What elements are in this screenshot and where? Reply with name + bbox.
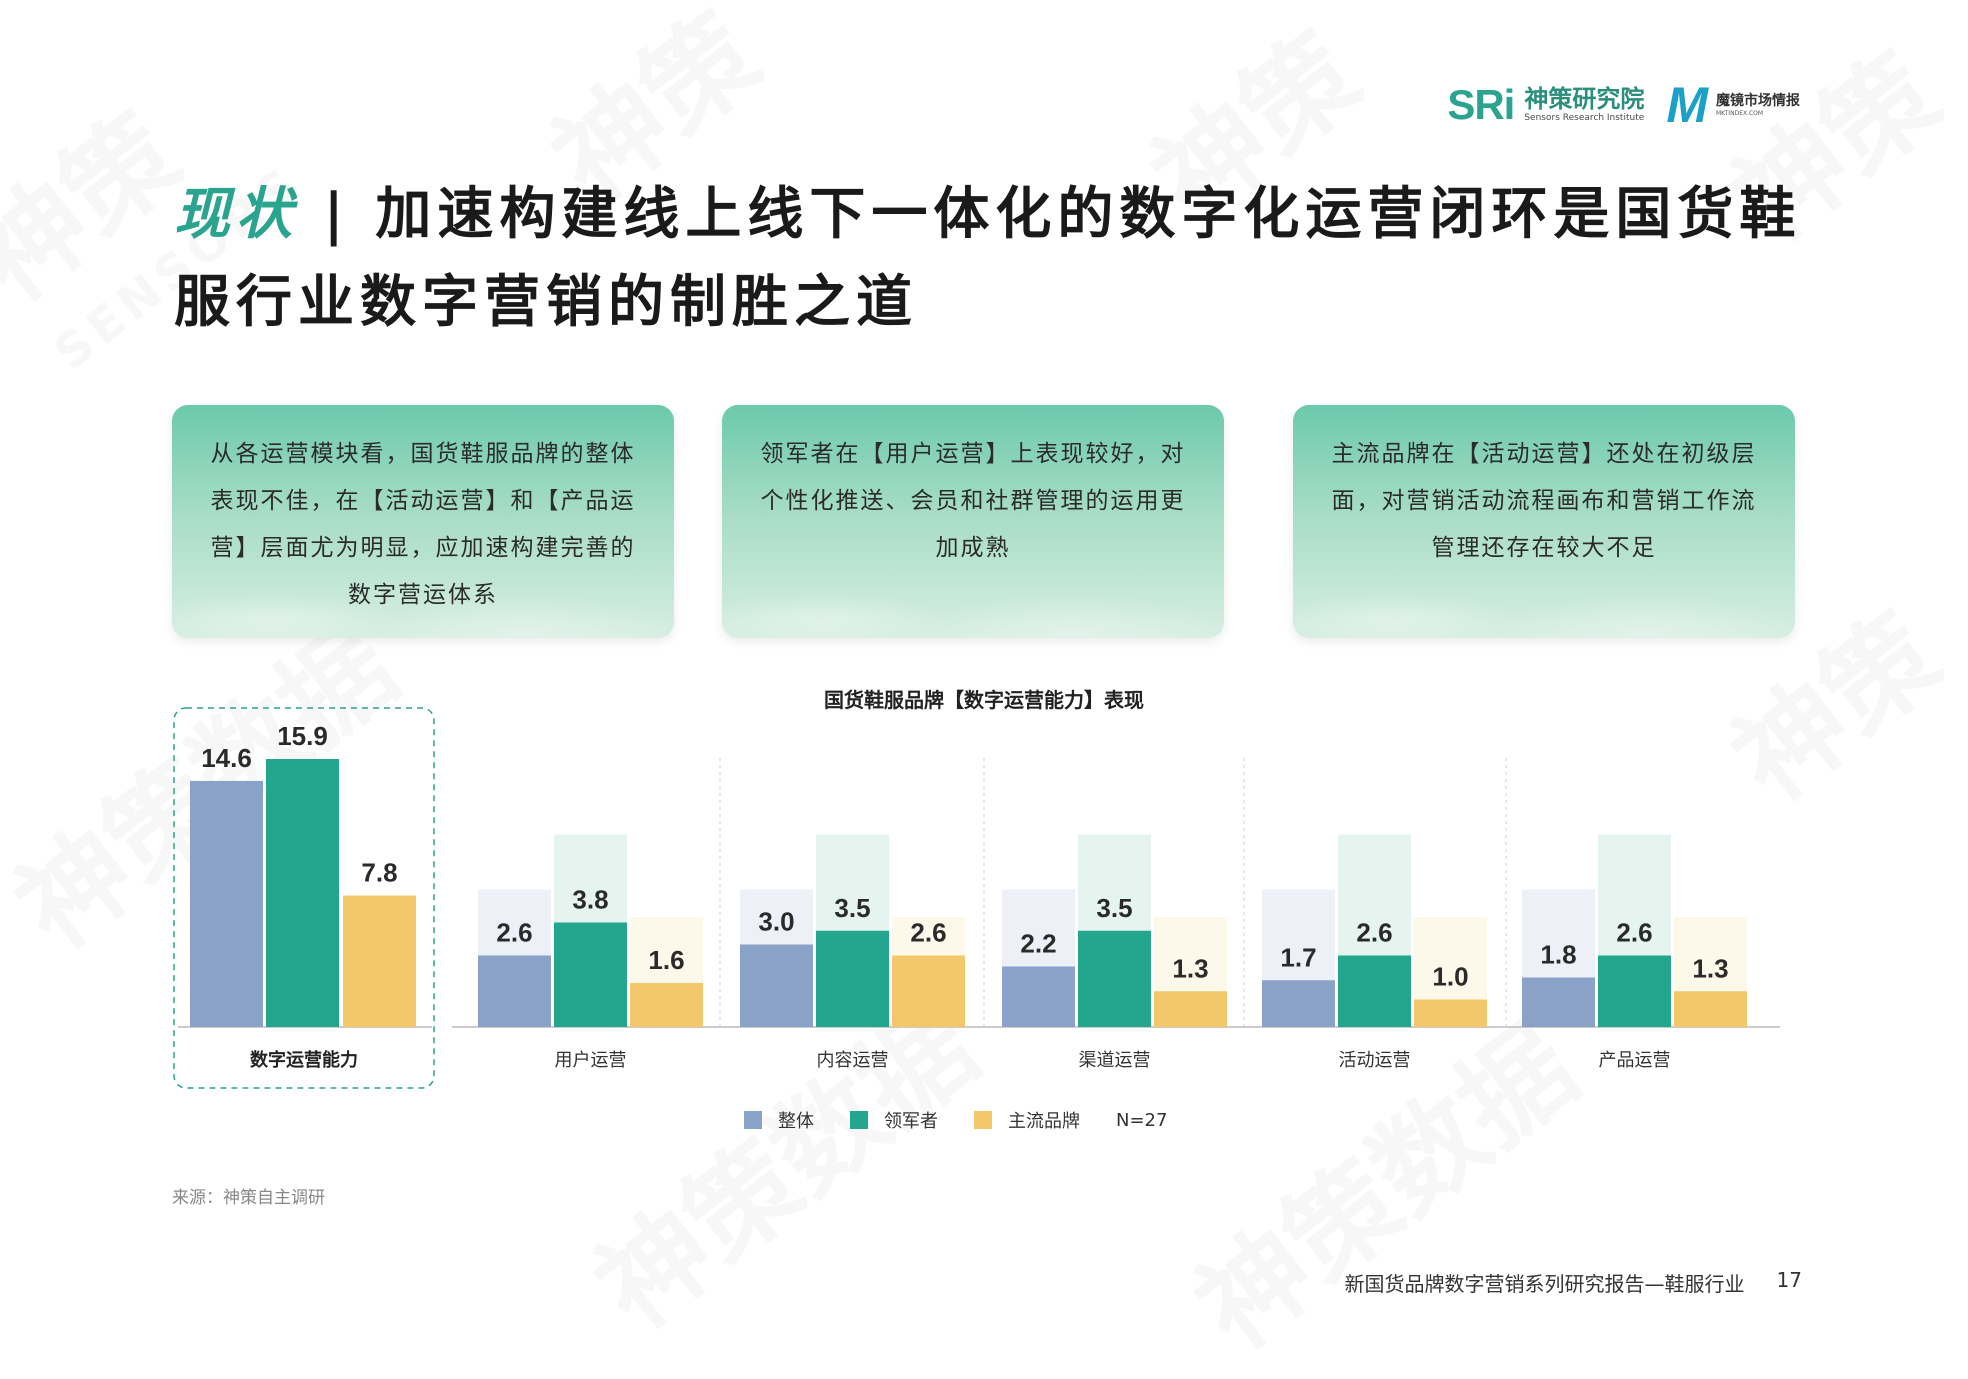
legend-label: 整体 bbox=[778, 1111, 814, 1132]
bar-value-label: 1.6 bbox=[648, 945, 684, 975]
page-title-accent: 现状 bbox=[174, 181, 298, 247]
bar-mainstream bbox=[892, 955, 965, 1027]
bar-overall bbox=[478, 955, 551, 1027]
summary-card-mainstream: 主流品牌在【活动运营】还处在初级层面，对营销活动流程画布和营销工作流管理还存在较… bbox=[1293, 405, 1795, 638]
bar-overall bbox=[1522, 977, 1595, 1027]
bar-value-label: 2.6 bbox=[1356, 918, 1392, 948]
category-label: 产品运营 bbox=[1599, 1050, 1671, 1071]
bar-overall bbox=[1262, 980, 1335, 1027]
page-title-separator: | bbox=[323, 181, 350, 247]
bar-leaders bbox=[554, 922, 627, 1027]
summary-card-overall: 从各运营模块看，国货鞋服品牌的整体表现不佳，在【活动运营】和【产品运营】层面尤为… bbox=[172, 405, 674, 638]
page-footer: 新国货品牌数字营销系列研究报告—鞋服行业 17 bbox=[1345, 1268, 1802, 1297]
footer-report-title: 新国货品牌数字营销系列研究报告—鞋服行业 bbox=[1344, 1272, 1745, 1296]
bar-value-label: 2.6 bbox=[1616, 918, 1652, 948]
mktindex-logo: M 魔镜市场情报 MKTINDEX.COM bbox=[1666, 80, 1800, 130]
sri-logo-name: 神策研究院 bbox=[1524, 85, 1645, 113]
mktindex-logo-url: MKTINDEX.COM bbox=[1716, 109, 1764, 117]
chart-legend: 整体 领军者 主流品牌 N=27 bbox=[744, 1107, 1167, 1133]
bar-leaders bbox=[1598, 955, 1671, 1027]
header-logos: SRi 神策研究院 Sensors Research Institute M 魔… bbox=[1447, 80, 1800, 130]
bar-mainstream bbox=[1154, 991, 1227, 1027]
legend-swatch-mainstream bbox=[974, 1111, 992, 1129]
bar-overall bbox=[1002, 966, 1075, 1027]
bar-value-label: 1.0 bbox=[1432, 962, 1468, 992]
bar-leaders bbox=[816, 930, 889, 1027]
mktindex-logo-mark: M bbox=[1666, 77, 1708, 133]
bar-leaders bbox=[1078, 930, 1151, 1027]
summary-card-text: 主流品牌在【活动运营】还处在初级层面，对营销活动流程画布和营销工作流管理还存在较… bbox=[1331, 441, 1757, 561]
bar-value-label: 2.6 bbox=[910, 918, 946, 948]
chart-title: 国货鞋服品牌【数字运营能力】表现 bbox=[824, 688, 1144, 712]
bar-value-label: 3.5 bbox=[834, 893, 870, 923]
bar-overall bbox=[740, 944, 813, 1027]
bar-mainstream-main bbox=[343, 895, 416, 1027]
bar-value-label: 15.9 bbox=[277, 721, 328, 751]
sri-logo: SRi 神策研究院 Sensors Research Institute bbox=[1447, 81, 1644, 129]
legend-item-overall: 整体 bbox=[744, 1107, 814, 1133]
highlight-box bbox=[173, 707, 435, 1089]
bar-value-label: 3.8 bbox=[572, 885, 608, 915]
summary-card-text: 领军者在【用户运营】上表现较好，对个性化推送、会员和社群管理的运用更加成熟 bbox=[760, 441, 1186, 561]
legend-swatch-overall bbox=[744, 1111, 762, 1129]
page-title-text: 加速构建线上线下一体化的数字化运营闭环是国货鞋服行业数字营销的制胜之道 bbox=[174, 181, 1802, 335]
bar-value-label: 1.3 bbox=[1172, 953, 1208, 983]
category-label: 活动运营 bbox=[1339, 1050, 1411, 1071]
legend-label: 领军者 bbox=[884, 1111, 938, 1132]
sri-logo-mark: SRi bbox=[1447, 81, 1515, 128]
bar-value-label: 1.7 bbox=[1280, 942, 1316, 972]
bar-mainstream bbox=[1674, 991, 1747, 1027]
bar-value-label: 1.3 bbox=[1692, 953, 1728, 983]
summary-card-leaders: 领军者在【用户运营】上表现较好，对个性化推送、会员和社群管理的运用更加成熟 bbox=[722, 405, 1224, 638]
page-title: 现状 | 加速构建线上线下一体化的数字化运营闭环是国货鞋服行业数字营销的制胜之道 bbox=[174, 170, 1814, 346]
category-label: 用户运营 bbox=[555, 1050, 627, 1071]
category-label: 内容运营 bbox=[817, 1050, 889, 1071]
bar-leaders-main bbox=[266, 759, 339, 1027]
source-note: 来源：神策自主调研 bbox=[172, 1188, 325, 1208]
bar-overall-main bbox=[190, 780, 263, 1027]
bar-value-label: 14.6 bbox=[201, 743, 252, 773]
legend-item-leaders: 领军者 bbox=[850, 1107, 938, 1133]
summary-card-text: 从各运营模块看，国货鞋服品牌的整体表现不佳，在【活动运营】和【产品运营】层面尤为… bbox=[210, 441, 636, 608]
bar-mainstream bbox=[630, 983, 703, 1027]
category-label: 数字运营能力 bbox=[250, 1049, 358, 1071]
bar-value-label: 2.6 bbox=[496, 918, 532, 948]
bar-value-label: 3.0 bbox=[758, 907, 794, 937]
bar-leaders bbox=[1338, 955, 1411, 1027]
legend-label: 主流品牌 bbox=[1008, 1111, 1080, 1132]
bar-value-label: 2.2 bbox=[1020, 929, 1056, 959]
category-label: 渠道运营 bbox=[1079, 1050, 1151, 1071]
bar-value-label: 7.8 bbox=[361, 858, 397, 888]
bar-mainstream bbox=[1414, 999, 1487, 1027]
page-number: 17 bbox=[1776, 1268, 1802, 1292]
bar-value-label: 3.5 bbox=[1096, 893, 1132, 923]
sample-size-note: N=27 bbox=[1116, 1109, 1168, 1131]
legend-swatch-leaders bbox=[850, 1111, 868, 1129]
sri-logo-subtitle: Sensors Research Institute bbox=[1524, 113, 1645, 123]
bar-value-label: 1.8 bbox=[1540, 940, 1576, 970]
legend-item-mainstream: 主流品牌 bbox=[974, 1107, 1080, 1133]
mktindex-logo-name: 魔镜市场情报 bbox=[1716, 92, 1800, 109]
